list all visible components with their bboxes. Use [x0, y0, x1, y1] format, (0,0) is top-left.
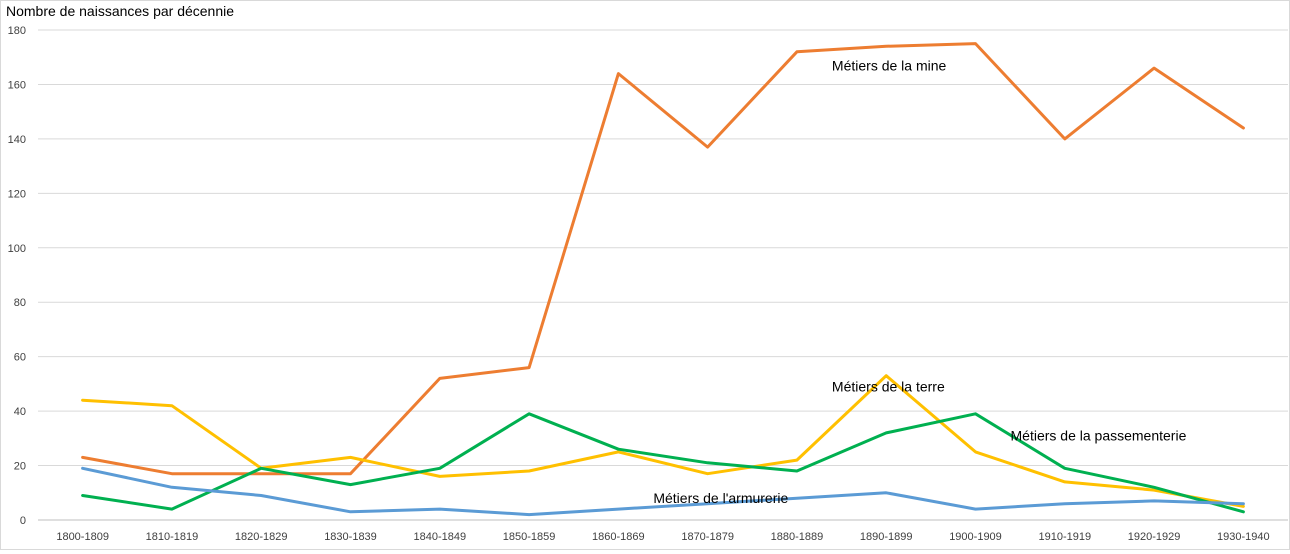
x-tick-label: 1920-1929	[1128, 531, 1181, 543]
series-lines	[81, 42, 1245, 517]
series-line	[81, 374, 1245, 508]
x-tick-label: 1900-1909	[949, 531, 1002, 543]
x-tick-label: 1910-1919	[1038, 531, 1091, 543]
x-tick-label: 1850-1859	[503, 531, 556, 543]
y-tick-label: 80	[14, 297, 26, 309]
x-axis-ticks: 1800-1809 1810-1819 1820-1829 1830-1839 1840…	[56, 531, 1269, 543]
series-annotation: Métiers de la passementerie	[1011, 428, 1187, 444]
y-tick-label: 100	[8, 243, 26, 255]
series-line	[81, 466, 1245, 517]
y-tick-label: 120	[8, 188, 26, 200]
y-axis-ticks: 0 20 40 60 80 100 120 140 160 180	[8, 25, 26, 527]
x-tick-label: 1870-1879	[681, 531, 734, 543]
series-annotation: Métiers de la terre	[832, 379, 945, 395]
y-tick-label: 160	[8, 79, 26, 91]
x-tick-label: 1880-1889	[771, 531, 824, 543]
x-tick-label: 1860-1869	[592, 531, 645, 543]
y-tick-label: 0	[20, 515, 26, 527]
x-tick-label: 1840-1849	[413, 531, 466, 543]
y-axis-title: Nombre de naissances par décennie	[6, 3, 234, 19]
y-tick-label: 180	[8, 25, 26, 37]
y-tick-label: 20	[14, 461, 26, 473]
x-tick-label: 1810-1819	[146, 531, 199, 543]
y-tick-label: 60	[14, 352, 26, 364]
y-tick-label: 140	[8, 134, 26, 146]
series-line	[81, 412, 1245, 514]
x-tick-label: 1830-1839	[324, 531, 377, 543]
x-tick-label: 1820-1829	[235, 531, 288, 543]
y-tick-label: 40	[14, 406, 26, 418]
series-annotations: Métiers de la mine Métiers de la terre Mét…	[653, 57, 1186, 506]
x-tick-label: 1930-1940	[1217, 531, 1270, 543]
x-tick-label: 1890-1899	[860, 531, 913, 543]
series-annotation: Métiers de l'armurerie	[653, 490, 788, 506]
gridlines	[38, 29, 1288, 521]
series-annotation: Métiers de la mine	[832, 57, 947, 73]
x-tick-label: 1800-1809	[56, 531, 109, 543]
series-line	[81, 42, 1245, 476]
